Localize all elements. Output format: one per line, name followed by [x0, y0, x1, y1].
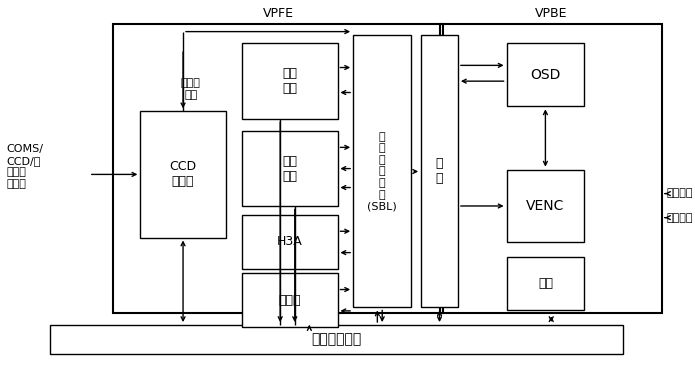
Text: COMS/
CCD/视
频解码
器输入: COMS/ CCD/视 频解码 器输入	[6, 144, 43, 189]
Text: H3A: H3A	[277, 235, 303, 248]
Text: 模拟输出: 模拟输出	[667, 188, 694, 198]
Text: 数字输出: 数字输出	[667, 213, 694, 223]
Bar	[50, 325, 623, 354]
Text: 预览
引擎: 预览 引擎	[282, 155, 297, 182]
Text: 时钟: 时钟	[538, 277, 553, 290]
Text: 直方图: 直方图	[279, 294, 301, 307]
Bar	[441, 24, 662, 313]
Bar	[507, 257, 584, 310]
Bar	[507, 43, 584, 106]
Text: 视频端
接口: 视频端 接口	[181, 78, 201, 100]
Text: VPBE: VPBE	[535, 7, 568, 20]
Bar	[140, 111, 226, 237]
Text: VPFE: VPFE	[263, 7, 294, 20]
Text: 控制总线接口: 控制总线接口	[311, 333, 361, 346]
Text: CCD
控制器: CCD 控制器	[170, 160, 197, 188]
Bar	[243, 131, 338, 207]
Text: 共
享
缓
冲
逻
辑
(SBL): 共 享 缓 冲 逻 辑 (SBL)	[368, 132, 397, 211]
Text: 图像
缩放: 图像 缩放	[282, 67, 297, 95]
Bar	[243, 215, 338, 269]
Bar	[113, 24, 443, 313]
Bar	[507, 170, 584, 243]
Bar	[353, 36, 411, 308]
Text: 中
断: 中 断	[436, 157, 443, 185]
Bar	[421, 36, 458, 308]
Bar	[243, 273, 338, 327]
Text: OSD: OSD	[530, 68, 561, 82]
Text: VENC: VENC	[526, 199, 564, 213]
Bar	[243, 43, 338, 119]
